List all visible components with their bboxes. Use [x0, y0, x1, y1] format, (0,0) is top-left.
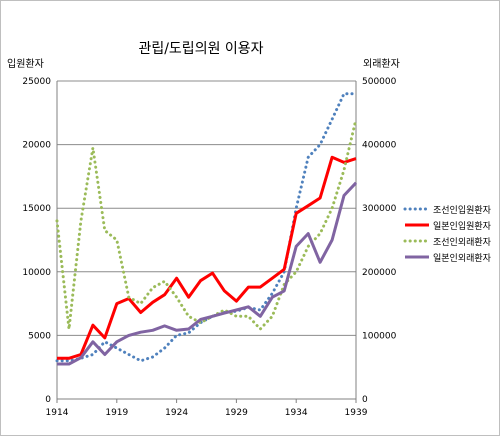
- gridlines: [57, 80, 356, 336]
- x-tick-label: 1934: [285, 408, 308, 418]
- left-tick-label: 15000: [22, 204, 51, 214]
- right-tick-label: 300000: [362, 204, 397, 214]
- series-line-2: [57, 155, 357, 360]
- x-tick-label: 1924: [165, 408, 188, 418]
- left-tick-label: 10000: [22, 268, 51, 278]
- chart-title: 관립/도립의원 이용자: [138, 41, 263, 57]
- left-tick-label: 5000: [28, 331, 51, 341]
- x-tick-label: 1919: [105, 408, 128, 418]
- right-axis-label: 외래환자: [363, 58, 400, 70]
- axes: [56, 81, 357, 403]
- left-tick-label: 25000: [22, 77, 51, 87]
- right-tick-label: 500000: [362, 77, 397, 87]
- tick-labels: 0 0 5000 100000 10000 200000 15000 300000 20000 4…: [22, 77, 396, 418]
- legend-label-1: 조선인입원환자: [433, 204, 492, 216]
- x-tick-label: 1914: [46, 408, 69, 418]
- right-tick-label: 100000: [362, 331, 397, 341]
- legend-label-2: 일본인입원환자: [433, 220, 492, 232]
- x-tick-label: 1929: [225, 408, 248, 418]
- right-tick-label: 200000: [362, 268, 397, 278]
- x-tick-label: 1939: [345, 408, 368, 418]
- legend-label-4: 일본인외래환자: [433, 252, 492, 264]
- legend-label-3: 조선인외래환자: [433, 236, 492, 248]
- right-tick-label: 0: [362, 395, 368, 405]
- series-lines: [55, 92, 358, 366]
- left-axis-label: 입원환자: [7, 57, 44, 70]
- right-tick-label: 400000: [362, 141, 397, 151]
- series-line-1: [55, 92, 358, 363]
- series-line-3: [55, 117, 358, 331]
- left-tick-label: 0: [45, 395, 51, 405]
- left-tick-label: 20000: [22, 141, 51, 151]
- series-line-4: [57, 181, 358, 366]
